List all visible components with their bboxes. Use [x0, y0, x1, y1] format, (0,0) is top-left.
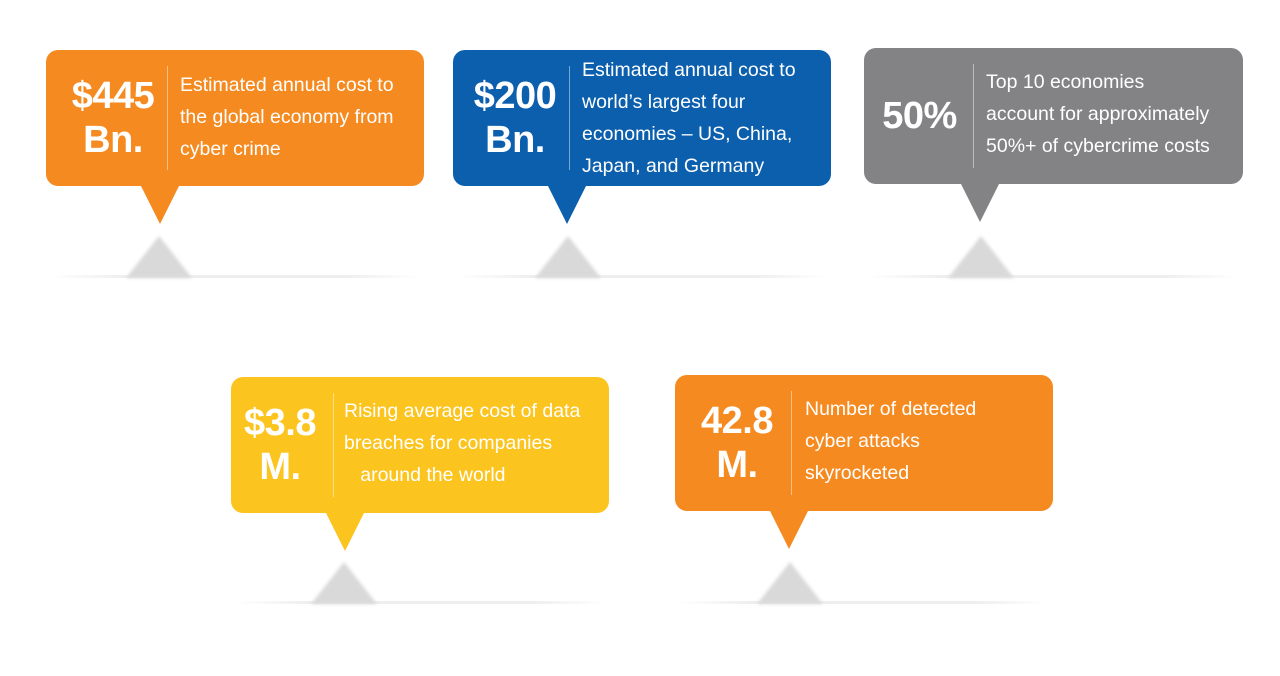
stat-callout-top-economies: 50% Top 10 economies account for approxi… — [864, 48, 1243, 222]
callout-pointer — [769, 509, 809, 549]
stat-value: $445 Bn. — [54, 50, 172, 186]
stat-value-line1: 42.8 — [701, 400, 773, 442]
callout-divider — [167, 66, 168, 170]
stat-description: Number of detected cyber attacks skyrock… — [805, 398, 977, 484]
shadow-triangle — [948, 236, 1014, 278]
stat-callout-four-economies: $200 Bn. Estimated annual cost to world’… — [453, 50, 831, 224]
stat-value-line1: $445 — [71, 75, 155, 117]
stat-value-line2: Bn. — [485, 119, 545, 161]
stat-value: $3.8 M. — [237, 377, 323, 513]
callout-pointer — [325, 511, 365, 551]
callout-pointer — [960, 182, 1000, 222]
shadow-triangle — [757, 562, 823, 604]
stat-callout-global-cost: $445 Bn. Estimated annual cost to the gl… — [46, 50, 424, 224]
shadow-triangle — [311, 562, 377, 604]
callout-pointer — [547, 184, 587, 224]
shadow-triangle — [535, 236, 601, 278]
callout-pointer — [140, 184, 180, 224]
stat-description: Rising average cost of data breaches for… — [344, 400, 581, 486]
callout-shadow — [236, 558, 606, 604]
callout-divider — [791, 391, 792, 495]
callout-divider — [973, 64, 974, 168]
stat-value-line2: M. — [259, 446, 301, 488]
stat-value-line1: 50% — [882, 95, 957, 137]
stat-value-line1: $3.8 — [244, 402, 316, 444]
callout-divider — [569, 66, 570, 170]
shadow-line — [678, 601, 1048, 604]
stat-value: $200 Bn. — [459, 50, 571, 186]
shadow-line — [868, 275, 1238, 278]
stat-value: 50% — [872, 48, 967, 184]
shadow-line — [50, 275, 420, 278]
stat-description: Estimated annual cost to world’s largest… — [582, 59, 796, 177]
shadow-line — [236, 601, 606, 604]
stat-value-line1: $200 — [473, 75, 557, 117]
stat-value-line2: Bn. — [83, 119, 143, 161]
stat-value: 42.8 M. — [683, 375, 791, 511]
stat-description: Estimated annual cost to the global econ… — [180, 74, 394, 160]
stat-callout-data-breach-cost: $3.8 M. Rising average cost of data brea… — [231, 377, 609, 551]
callout-shadow — [50, 232, 420, 278]
stat-description: Top 10 economies account for approximate… — [986, 71, 1210, 157]
callout-shadow — [868, 232, 1238, 278]
stat-value-line2: M. — [716, 444, 758, 486]
shadow-line — [458, 275, 828, 278]
callout-shadow — [678, 558, 1048, 604]
callout-shadow — [458, 232, 828, 278]
stat-callout-cyber-attacks: 42.8 M. Number of detected cyber attacks… — [675, 375, 1053, 549]
callout-divider — [333, 393, 334, 497]
shadow-triangle — [126, 236, 192, 278]
